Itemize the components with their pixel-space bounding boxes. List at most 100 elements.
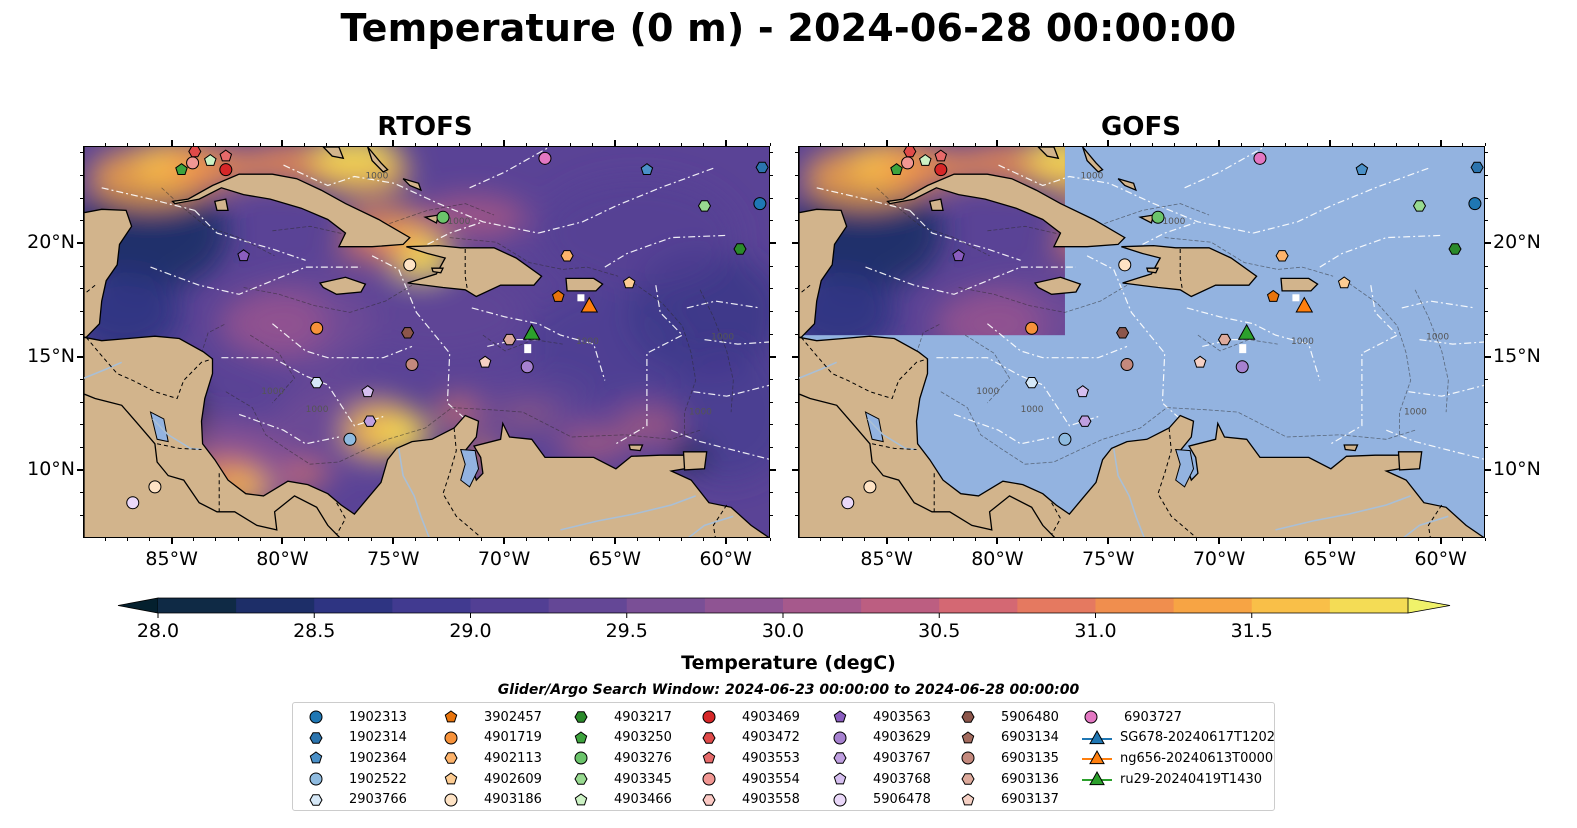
lon-minor-tick [370, 538, 372, 541]
observation-marker-triangle [522, 323, 541, 340]
lon-tick-label: 70°W [477, 548, 531, 570]
observation-marker-circle [343, 432, 357, 446]
lat-minor-tick [770, 424, 773, 426]
lon-minor-tick [1307, 143, 1309, 146]
colorbar-segment [1017, 598, 1096, 613]
lon-tick-label: 75°W [367, 548, 420, 570]
observation-marker-hexagon [310, 377, 324, 389]
lon-minor-tick [769, 143, 771, 146]
legend-marker-icon [702, 732, 716, 744]
legend-label: 4903767 [873, 750, 931, 766]
legend-marker-icon [574, 711, 588, 723]
lon-minor-tick [1440, 143, 1442, 146]
colorbar-segment [314, 598, 393, 613]
lon-minor-tick [326, 538, 328, 541]
lon-minor-tick [863, 538, 865, 541]
lon-minor-tick [680, 538, 682, 541]
observation-marker-hexagon [733, 243, 747, 255]
map-rtofs[interactable]: 1000 1000 1000 1000 1000 1000 1000 [83, 146, 770, 538]
lat-minor-tick [1485, 401, 1488, 403]
observation-marker-circle [309, 710, 323, 724]
legend-label: 4903768 [873, 771, 931, 787]
legend-label: 1902314 [349, 730, 407, 746]
observation-marker-circle [436, 210, 450, 224]
lon-tick-mark [996, 538, 999, 544]
legend-marker-icon [833, 793, 847, 807]
observation-marker-pentagon [444, 772, 458, 785]
lat-minor-tick [770, 378, 773, 380]
lon-minor-tick [747, 538, 749, 541]
legend-label: 6903136 [1001, 771, 1059, 787]
lon-minor-tick [148, 538, 150, 541]
lon-minor-tick [570, 143, 572, 146]
observation-marker-pentagon [551, 289, 565, 302]
legend-column: 5906480 6903134 6903135 6903136 6903137 [957, 707, 1059, 810]
colorbar-segment [1095, 598, 1175, 613]
observation-marker-circle [403, 258, 417, 272]
lat-minor-tick [80, 220, 83, 222]
observation-marker-hexagon [1412, 200, 1427, 212]
lat-minor-tick [795, 446, 798, 448]
observation-marker-pentagon [640, 163, 654, 175]
lon-minor-tick [1329, 538, 1331, 541]
legend-label: 4903558 [742, 792, 800, 808]
legend-label: 4903554 [742, 771, 800, 787]
lon-tick-label: 65°W [1303, 548, 1357, 570]
observation-marker-pentagon [219, 149, 233, 162]
colorbar-tick-label: 30.0 [762, 620, 804, 642]
lat-minor-tick [795, 242, 798, 244]
observation-marker-hexagon [697, 200, 712, 212]
country-borders [84, 249, 728, 537]
observation-marker-pentagon [961, 793, 975, 806]
observation-marker-circle [901, 156, 915, 170]
colorbar: 28.0 28.5 29.0 29.5 30.0 30.5 31.0 31.5 [117, 597, 1451, 642]
isobath-label: 1000 [976, 387, 999, 397]
lon-minor-tick [348, 143, 350, 146]
lat-minor-tick [795, 288, 798, 290]
lat-minor-tick [80, 424, 83, 426]
lon-tick-mark [885, 538, 888, 544]
lon-minor-tick [1484, 143, 1486, 146]
legend-item: 4903563 [829, 707, 931, 728]
lon-minor-tick [1373, 143, 1375, 146]
lon-minor-tick [680, 143, 682, 146]
isobath-label: 1000 [711, 333, 734, 343]
observation-marker-hexagon [363, 415, 377, 427]
isobath-label: 1000 [261, 387, 284, 397]
legend-label: 4902609 [484, 771, 542, 787]
legend-marker-icon [574, 731, 588, 744]
lat-minor-tick [80, 333, 83, 335]
lat-minor-tick [795, 401, 798, 403]
legend-item: 1902313 [305, 707, 407, 728]
lon-minor-tick [1373, 538, 1375, 541]
legend-item: 6903135 [957, 748, 1059, 769]
observation-marker-hexagon [309, 732, 323, 744]
observation-marker-hexagon [1078, 415, 1092, 427]
observation-marker-circle [1253, 151, 1267, 165]
legend-label: 4903629 [873, 730, 931, 746]
legend-label: 6903727 [1124, 709, 1182, 725]
lon-minor-tick [841, 538, 843, 541]
lat-minor-tick [795, 152, 798, 154]
lat-minor-tick [795, 220, 798, 222]
lon-minor-tick [930, 538, 932, 541]
observation-marker-circle [126, 496, 140, 510]
legend-item: 4902609 [440, 769, 542, 790]
observation-marker-circle [961, 751, 975, 765]
lon-minor-tick [1152, 538, 1154, 541]
colorbar-tick-label: 28.5 [293, 620, 335, 642]
legend-item: 1902314 [305, 728, 407, 749]
lon-minor-tick [636, 538, 638, 541]
legend-marker-icon [574, 793, 588, 806]
map-gofs[interactable]: 1000 1000 1000 1000 1000 1000 1000 [798, 146, 1485, 538]
lon-tick-mark [1439, 538, 1442, 544]
legend-marker-icon [702, 710, 716, 724]
lat-minor-tick [80, 265, 83, 267]
legend-column: 1902313 1902314 1902364 1902522 2903766 [305, 707, 407, 810]
isobath-label: 1000 [365, 172, 388, 182]
legend-marker-icon [961, 731, 975, 744]
legend-marker-icon [833, 752, 847, 765]
lon-minor-tick [725, 538, 727, 541]
legend-label: 1902313 [349, 709, 407, 725]
lat-tick-label: 20°N [1493, 231, 1541, 254]
